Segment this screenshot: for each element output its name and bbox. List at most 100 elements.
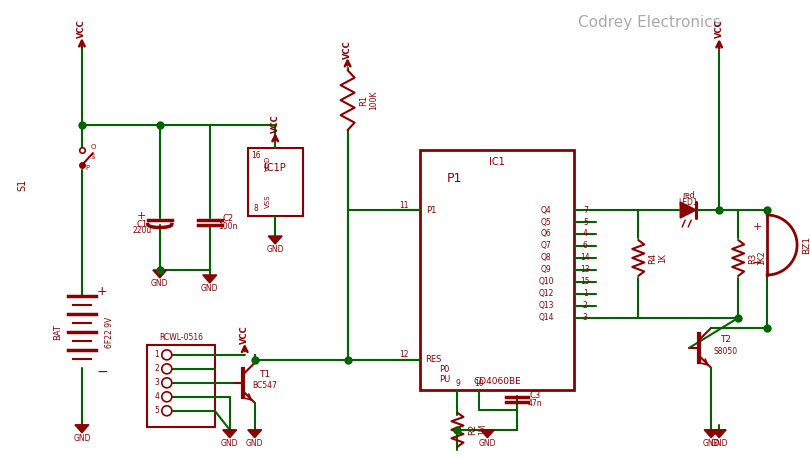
Polygon shape: [704, 430, 718, 438]
Text: R1: R1: [359, 95, 368, 106]
Text: GND: GND: [246, 439, 263, 448]
Text: 220u: 220u: [132, 227, 151, 235]
Text: Q12: Q12: [539, 289, 554, 299]
Text: 2: 2: [583, 301, 588, 311]
Bar: [248, 148, 303, 216]
Text: 100n: 100n: [218, 222, 237, 230]
Text: Q13: Q13: [539, 301, 554, 311]
Text: GND: GND: [479, 439, 497, 448]
Circle shape: [162, 350, 172, 360]
Text: Q6: Q6: [541, 229, 552, 239]
Text: 9: 9: [455, 379, 460, 388]
Text: GND: GND: [221, 439, 238, 448]
Text: GND: GND: [151, 279, 168, 289]
Polygon shape: [680, 202, 697, 218]
Text: S: S: [91, 154, 95, 160]
Text: Codrey Electronics: Codrey Electronics: [578, 15, 721, 30]
Circle shape: [162, 378, 172, 388]
Text: GND: GND: [702, 439, 720, 448]
Polygon shape: [480, 430, 494, 438]
Text: P: P: [86, 165, 90, 171]
Text: T2: T2: [719, 335, 731, 344]
Text: GND: GND: [266, 245, 284, 255]
Polygon shape: [153, 270, 167, 278]
Text: Q7: Q7: [541, 241, 552, 251]
Text: IC1P: IC1P: [264, 163, 286, 173]
Text: +: +: [752, 222, 762, 232]
Text: C1: C1: [136, 219, 147, 229]
Text: +: +: [96, 285, 107, 299]
Text: 15: 15: [581, 278, 590, 286]
Text: CD4060BE: CD4060BE: [473, 377, 521, 387]
Text: C2: C2: [222, 213, 233, 223]
Text: C3: C3: [530, 391, 541, 400]
Text: red: red: [682, 191, 694, 200]
Text: RES: RES: [425, 355, 441, 365]
Polygon shape: [268, 236, 282, 244]
Text: 5: 5: [583, 218, 588, 227]
Text: T1: T1: [259, 371, 271, 379]
Polygon shape: [75, 425, 89, 433]
Text: BZ1: BZ1: [803, 236, 810, 254]
Text: 2: 2: [155, 364, 160, 373]
Text: LED1: LED1: [679, 197, 698, 207]
Text: Q5: Q5: [541, 218, 552, 227]
Text: P1: P1: [426, 206, 437, 214]
Text: Q10: Q10: [539, 278, 554, 286]
Text: 13: 13: [581, 266, 590, 274]
Text: 1M: 1M: [478, 424, 487, 436]
Text: GND: GND: [73, 434, 91, 443]
Text: 7: 7: [583, 206, 588, 214]
Text: 14: 14: [581, 253, 590, 262]
Text: +: +: [137, 211, 147, 221]
Text: 12: 12: [399, 350, 408, 360]
Text: 6: 6: [583, 241, 588, 251]
Polygon shape: [712, 430, 726, 438]
Text: BAT: BAT: [53, 324, 62, 340]
Text: 10: 10: [475, 379, 484, 388]
Text: 3: 3: [583, 313, 588, 322]
Text: 1: 1: [583, 289, 588, 299]
Text: 1K: 1K: [658, 253, 667, 263]
Text: 16: 16: [251, 151, 261, 159]
Text: Q14: Q14: [539, 313, 554, 322]
Text: S1: S1: [17, 179, 27, 191]
Text: P1: P1: [447, 172, 463, 185]
Text: BC547: BC547: [252, 382, 277, 390]
Text: Q4: Q4: [541, 206, 552, 214]
Text: 4: 4: [583, 229, 588, 239]
Polygon shape: [202, 275, 217, 283]
Text: 3: 3: [155, 378, 160, 387]
Polygon shape: [248, 430, 262, 438]
Text: VCC: VCC: [78, 19, 87, 38]
Text: 4: 4: [155, 393, 160, 401]
Text: O: O: [90, 144, 96, 150]
Text: 1K2: 1K2: [757, 251, 766, 265]
Text: RCWL-0516: RCWL-0516: [159, 333, 202, 343]
Text: 1: 1: [155, 350, 160, 360]
Polygon shape: [223, 430, 237, 438]
Text: R2: R2: [468, 424, 477, 436]
Text: 47n: 47n: [528, 399, 543, 408]
Text: PU: PU: [439, 375, 450, 384]
Text: S8050: S8050: [713, 347, 737, 356]
Circle shape: [162, 406, 172, 416]
Circle shape: [162, 392, 172, 402]
Text: GND: GND: [201, 284, 219, 294]
Text: −: −: [752, 256, 762, 269]
Text: P0: P0: [439, 365, 450, 374]
Text: 100K: 100K: [369, 90, 378, 110]
Text: R3: R3: [748, 252, 757, 264]
Text: VCC: VCC: [714, 19, 723, 38]
Text: VSS: VSS: [265, 194, 271, 208]
Text: −: −: [96, 365, 108, 379]
Text: VDD: VDD: [265, 155, 271, 171]
Text: R4: R4: [648, 252, 657, 263]
Bar: [147, 345, 215, 427]
Text: GND: GND: [710, 439, 728, 448]
Text: 8: 8: [254, 203, 258, 213]
Text: 5: 5: [155, 406, 160, 415]
Text: IC1: IC1: [489, 157, 505, 167]
Text: Q8: Q8: [541, 253, 552, 262]
Text: 11: 11: [399, 201, 408, 209]
